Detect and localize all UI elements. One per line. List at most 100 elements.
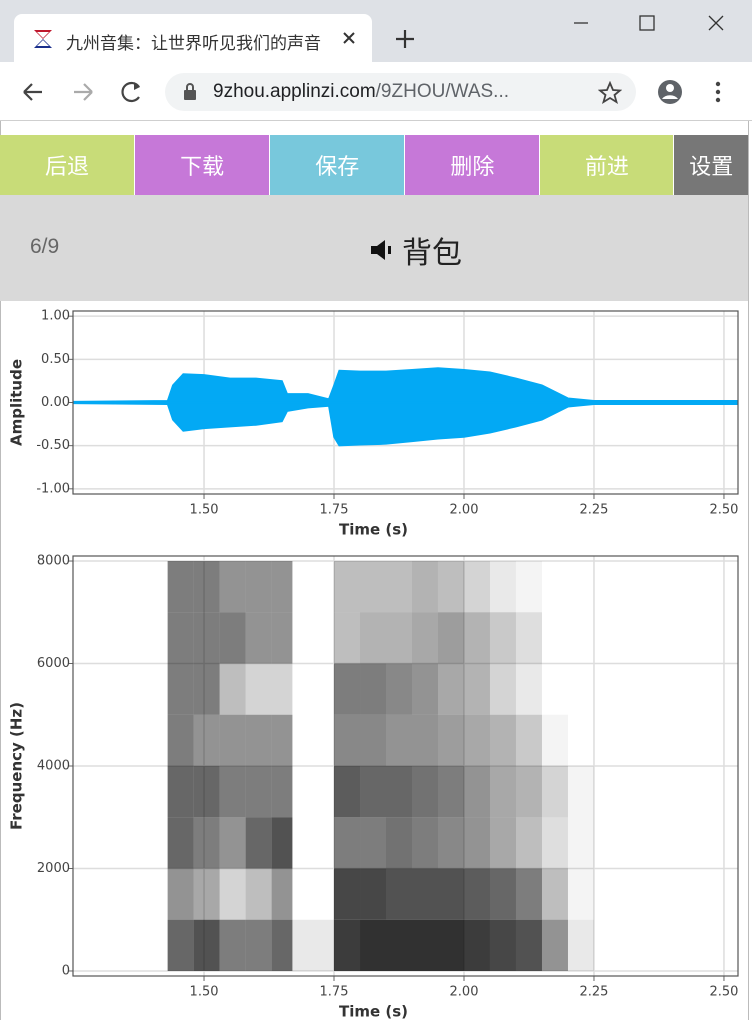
x-tick-label: 1.75 <box>320 503 349 518</box>
tab-bar: 九州音集：让世界听见我们的声音 <box>0 0 752 62</box>
spectrogram-cell <box>193 919 220 971</box>
y-tick-label: -0.50 <box>36 438 70 453</box>
spectrogram-cell <box>463 868 490 920</box>
spectrogram-cell <box>437 868 464 920</box>
spectrogram-cell <box>334 817 361 869</box>
x-axis-label: Time (s) <box>339 1003 408 1020</box>
spectrogram-cell <box>193 714 220 766</box>
spectrogram-cell <box>463 612 490 664</box>
y-tick-label: 1.00 <box>41 309 70 324</box>
waveform-area <box>73 401 738 447</box>
info-panel: 6/9 背包 <box>0 195 748 301</box>
spectrogram-cell <box>463 817 490 869</box>
spectrogram-cell <box>568 561 594 612</box>
spectrogram-cell <box>219 561 246 613</box>
spectrogram-cell <box>489 612 516 664</box>
spectrogram-cell <box>542 612 568 663</box>
spectrogram-cell <box>567 868 594 920</box>
toolbar-button[interactable]: 前进 <box>540 135 674 195</box>
plot-frame <box>72 310 739 495</box>
spectrogram-cell <box>219 714 246 766</box>
new-tab[interactable] <box>395 29 415 49</box>
spectrogram-cell <box>463 766 490 818</box>
spectrogram-cell <box>292 612 334 663</box>
spectrogram-cell <box>515 714 542 766</box>
page-edge <box>748 121 749 1020</box>
toolbar-button[interactable]: 下载 <box>135 135 270 195</box>
spectrogram-cell <box>219 766 246 818</box>
y-tick-label: 0 <box>62 963 70 978</box>
y-tick-label: 2000 <box>37 861 70 876</box>
spectrogram-cell <box>271 714 293 766</box>
chart: 1.50 1.75 2.00 2.25 2.50 0 2000 4000 6000 8000 Tim… <box>8 554 739 1020</box>
tab-close[interactable] <box>342 31 356 45</box>
spectrogram-cell <box>489 561 516 613</box>
y-axis-label: Frequency (Hz) <box>8 702 26 830</box>
url: 9zhou.applinzi.com/9ZHOU/WAS... <box>213 81 509 103</box>
spectrogram-cell <box>489 817 516 869</box>
spectrogram-cell <box>245 817 272 869</box>
spectrogram-cell <box>360 766 387 818</box>
spectrogram-cell <box>411 868 438 920</box>
spectrogram-cell <box>334 868 361 920</box>
spectrogram-cell <box>219 663 246 715</box>
spectrogram-cell <box>334 766 361 818</box>
spectrogram-cell <box>386 612 412 664</box>
spectrogram-cell <box>489 714 516 766</box>
profile-menu[interactable] <box>656 78 736 106</box>
toolbar-button[interactable]: 删除 <box>405 135 540 195</box>
spectrogram-cell <box>245 561 272 613</box>
separator <box>0 120 752 121</box>
nav-buttons[interactable] <box>20 78 150 106</box>
y-tick-label: 6000 <box>37 656 70 671</box>
spectrogram-cell <box>437 714 464 766</box>
spectrogram-cell <box>542 664 568 715</box>
plot-frame <box>72 555 739 977</box>
spectrogram-cell <box>360 561 387 613</box>
spectrogram-cell <box>334 561 361 613</box>
spectrogram-cell <box>219 612 246 664</box>
spectrogram-cell <box>245 919 272 971</box>
spectrogram-cell <box>271 919 293 971</box>
spectrogram-cell <box>292 561 334 612</box>
toolbar-button[interactable]: 保存 <box>270 135 405 195</box>
x-tick-label: 2.00 <box>450 503 479 518</box>
spectrogram-cell <box>167 561 194 613</box>
spectrogram-cell <box>411 919 438 971</box>
tab[interactable]: 九州音集：让世界听见我们的声音 <box>14 14 372 62</box>
spectrogram-cell <box>360 612 387 664</box>
toolbar-button[interactable]: 后退 <box>0 135 135 195</box>
spectrogram-cell <box>489 919 516 971</box>
counter: 6/9 <box>30 235 60 258</box>
spectrogram-cell <box>193 612 220 664</box>
address-bar[interactable]: 9zhou.applinzi.com/9ZHOU/WAS... <box>165 73 636 111</box>
spectrogram-cell <box>437 919 464 971</box>
spectrogram-cell <box>360 919 387 971</box>
word[interactable]: 背包 <box>370 228 462 272</box>
toolbar-button[interactable]: 设置 <box>674 135 748 195</box>
star-icon[interactable] <box>598 81 622 105</box>
spectrogram-cell <box>386 714 412 766</box>
spectrogram-cell <box>515 561 542 613</box>
spectrogram-cell <box>292 919 335 971</box>
spectrogram-cell <box>167 817 194 869</box>
spectrogram-cell <box>411 561 438 613</box>
spectrogram-cell <box>271 817 293 869</box>
spectrogram-cell <box>541 766 568 818</box>
spectrogram-cell <box>437 663 464 715</box>
spectrogram-cell <box>515 766 542 818</box>
y-tick-label: -1.00 <box>36 481 70 496</box>
spectrogram-cell <box>567 919 594 971</box>
spectrogram-cell <box>515 663 542 715</box>
y-axis-label: Amplitude <box>8 359 26 446</box>
window-controls[interactable] <box>572 12 732 36</box>
waveform-area <box>73 367 738 404</box>
spectrogram-cell <box>245 766 272 818</box>
spectrogram-cell <box>541 919 568 971</box>
lock-icon <box>184 83 196 100</box>
spectrogram-cell <box>245 663 272 715</box>
spectrogram-cell <box>411 766 438 818</box>
spectrogram-cell <box>568 715 594 766</box>
y-tick-label: 4000 <box>37 759 70 774</box>
spectrogram-cell <box>411 714 438 766</box>
